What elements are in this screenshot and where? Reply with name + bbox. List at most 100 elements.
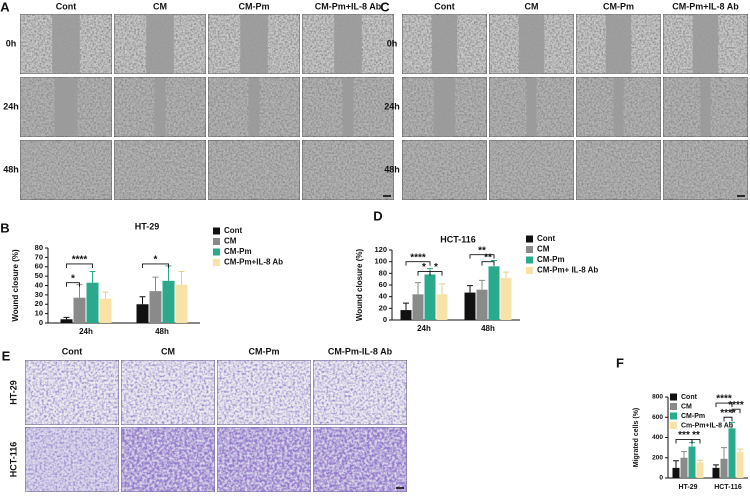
- y-tick-label: 0: [659, 475, 663, 482]
- micrograph: [24, 426, 120, 493]
- error-bar: [102, 291, 109, 299]
- wound-gap: [433, 78, 456, 136]
- y-tick-label: 600: [652, 414, 663, 421]
- y-tick-label: 200: [652, 454, 663, 461]
- row-label: 0h: [387, 38, 398, 48]
- legend-swatch: [526, 235, 533, 243]
- micrograph: [216, 359, 312, 426]
- legend-label: CM: [537, 245, 550, 254]
- y-tick-label: 30: [35, 290, 43, 299]
- legend-label: CM-Pm+ IL-8 Ab: [537, 266, 598, 275]
- bar: [672, 467, 680, 478]
- y-tick-label: 60: [379, 280, 387, 289]
- micrograph: [216, 426, 312, 493]
- y-tick-label: 70: [35, 252, 43, 261]
- wound-gap: [54, 78, 78, 136]
- panel-label: F: [616, 355, 624, 370]
- y-tick-label: 80: [35, 243, 43, 252]
- column-header: CM-Pm+IL-8 Ab: [672, 1, 739, 11]
- bar: [136, 304, 149, 323]
- row-label: HCT-116: [8, 442, 18, 478]
- error-bar: [152, 276, 159, 292]
- y-tick-label: 100: [374, 257, 387, 266]
- wound-gap: [692, 15, 719, 73]
- wound-gap: [248, 78, 260, 136]
- error-bar: [467, 285, 473, 293]
- micrograph: [24, 359, 120, 426]
- error-bar: [697, 459, 703, 463]
- significance-label: ****: [720, 408, 736, 419]
- bar: [60, 319, 73, 323]
- significance-bracket: [731, 408, 741, 414]
- panel-label: E: [2, 348, 11, 363]
- panel-label: A: [0, 0, 10, 14]
- bar: [86, 282, 99, 323]
- micrograph: [207, 139, 301, 201]
- significance-bracket: [405, 261, 431, 266]
- bar: [464, 292, 476, 320]
- wound-gap: [52, 15, 80, 73]
- wound-gap: [526, 78, 537, 136]
- row-label: 24h: [3, 101, 19, 111]
- bar: [162, 280, 175, 323]
- error-bar: [729, 421, 735, 429]
- column-header: CM-Pm: [603, 1, 634, 11]
- error-bar: [403, 302, 409, 311]
- y-tick-label: 60: [35, 262, 43, 271]
- panel-label: C: [380, 0, 390, 14]
- bar: [488, 266, 500, 320]
- significance-label: *: [71, 273, 75, 284]
- significance-bracket: [715, 402, 733, 408]
- legend-swatch: [213, 248, 220, 256]
- legend-label: Cont: [224, 226, 243, 235]
- micrograph: [312, 426, 408, 493]
- wound-gap: [334, 15, 362, 73]
- y-tick-label: 50: [35, 271, 43, 280]
- bar: [73, 297, 86, 323]
- bar: [412, 294, 424, 320]
- bar: [149, 291, 162, 323]
- y-tick-label: 40: [35, 280, 43, 289]
- wound-gap: [146, 15, 174, 73]
- bar: [728, 428, 736, 478]
- y-tick-label: 20: [379, 303, 387, 312]
- error-bar: [503, 271, 509, 278]
- column-header: Cont: [434, 1, 455, 11]
- legend-swatch: [526, 267, 533, 274]
- legend-swatch: [670, 403, 677, 410]
- significance-label: *: [422, 262, 426, 273]
- chart-title: HCT-116: [440, 234, 476, 244]
- bar: [400, 310, 412, 320]
- column-header: CM: [525, 1, 539, 11]
- error-bar: [63, 316, 70, 320]
- error-bar: [479, 279, 485, 290]
- legend-label: CM: [681, 403, 692, 410]
- bar: [500, 278, 512, 320]
- bar: [436, 294, 448, 320]
- y-tick-label: 0: [39, 318, 43, 327]
- wound-gap: [342, 78, 354, 136]
- x-tick-label: 48h: [155, 327, 169, 336]
- micrograph: [301, 139, 395, 201]
- bar: [175, 284, 188, 323]
- legend-swatch: [670, 412, 677, 420]
- error-bar: [737, 448, 743, 453]
- error-bar: [178, 270, 185, 285]
- error-bar: [89, 270, 96, 283]
- legend-swatch: [213, 238, 220, 245]
- legend-label: CM: [224, 237, 237, 246]
- significance-label: **: [484, 252, 492, 263]
- bar: [680, 457, 688, 478]
- y-tick-label: 400: [652, 434, 663, 441]
- column-header: CM-Pm: [239, 1, 270, 11]
- micrograph: [19, 139, 113, 201]
- legend-swatch: [213, 227, 220, 235]
- micrograph: [662, 139, 749, 201]
- micrograph: [312, 359, 408, 426]
- column-header: Cont: [62, 346, 83, 356]
- micrograph: [575, 139, 662, 201]
- legend-label: Cont: [681, 394, 698, 401]
- wound-gap: [240, 15, 268, 73]
- y-tick-label: 10: [35, 309, 43, 318]
